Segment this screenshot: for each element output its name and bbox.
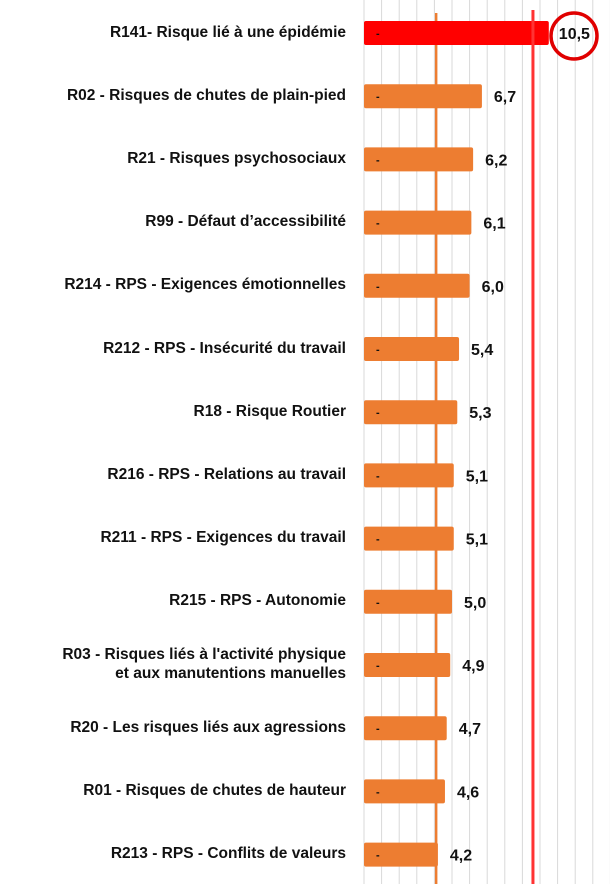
bar: [364, 400, 458, 425]
category-label: R02 - Risques de chutes de plain-pied: [66, 86, 346, 104]
category-label: R01 - Risques de chutes de hauteur: [83, 781, 346, 799]
bar-marker: -: [376, 534, 380, 546]
data-label: 6,2: [485, 152, 507, 169]
data-label: 10,5: [559, 26, 590, 43]
data-label: 5,0: [464, 595, 486, 612]
bar-marker: -: [376, 28, 380, 40]
bar-marker: -: [376, 91, 380, 103]
bar: [364, 21, 549, 45]
bar-marker: -: [376, 850, 380, 862]
category-label: R20 - Les risques liés aux agressions: [70, 718, 346, 736]
bar: [364, 273, 470, 298]
bar-marker: -: [376, 344, 380, 356]
category-label: R215 - RPS - Autonomie: [169, 592, 346, 610]
data-label: 5,1: [466, 468, 488, 485]
category-label: R213 - RPS - Conflits de valeurs: [110, 845, 346, 863]
data-label: 6,1: [483, 216, 505, 233]
bar-marker: -: [376, 597, 380, 609]
category-label: R212 - RPS - Insécurité du travail: [103, 339, 346, 357]
bar: [364, 337, 460, 361]
bar-marker: -: [376, 281, 380, 293]
data-label: 5,3: [469, 405, 491, 422]
bar-marker: -: [376, 218, 380, 230]
bar: [364, 653, 451, 677]
bar: [364, 526, 454, 551]
bar: [364, 84, 482, 109]
bar: [364, 463, 454, 488]
data-label: 4,7: [459, 721, 481, 738]
data-label: 6,7: [494, 89, 516, 106]
category-label: R99 - Défaut d’accessibilité: [145, 213, 346, 231]
bar-marker: -: [376, 723, 380, 735]
bar-marker: -: [376, 407, 380, 419]
category-label: R03 - Risques liés à l'activité physique…: [62, 646, 346, 682]
bar: [364, 842, 438, 867]
category-label: R216 - RPS - Relations au travail: [107, 465, 346, 483]
data-label: 4,2: [450, 848, 472, 865]
highlight-circle: [549, 11, 599, 61]
bar-marker: -: [376, 154, 380, 166]
data-label: 6,0: [482, 279, 504, 296]
category-label: R21 - Risques psychosociaux: [127, 149, 346, 167]
bar-marker: -: [376, 786, 380, 798]
data-label: 4,6: [457, 784, 479, 801]
bar: [364, 210, 472, 235]
data-label: 5,4: [471, 342, 493, 359]
bar: [364, 589, 452, 614]
bar: [364, 716, 447, 741]
data-label: 5,1: [466, 532, 488, 549]
bar: [364, 147, 474, 172]
category-label: R141- Risque lié à une épidémie: [109, 23, 346, 41]
category-label: R211 - RPS - Exigences du travail: [100, 529, 346, 547]
bar-marker: -: [376, 660, 380, 672]
category-label: R18 - Risque Routier: [193, 402, 346, 420]
bar-marker: -: [376, 470, 380, 482]
data-label: 4,9: [462, 658, 484, 675]
bar: [364, 779, 445, 804]
category-label: R214 - RPS - Exigences émotionnelles: [64, 276, 346, 294]
